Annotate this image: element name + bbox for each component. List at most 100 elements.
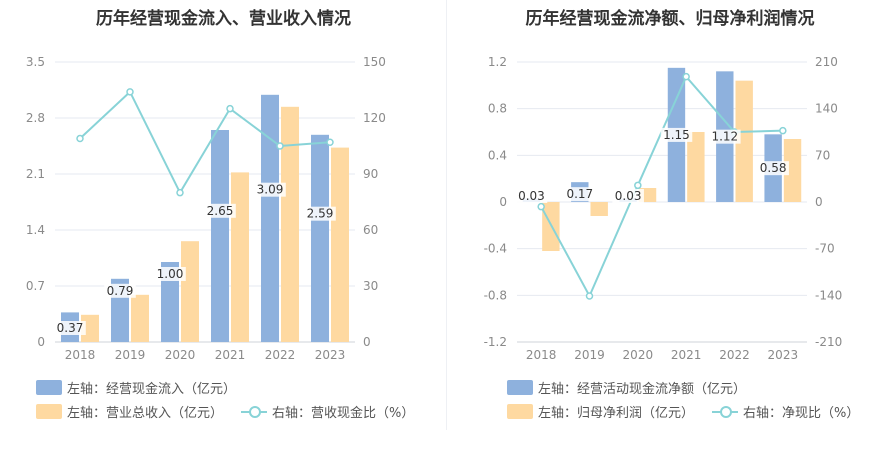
x-tick-label: 2022	[719, 348, 750, 362]
bar-primary	[161, 262, 179, 342]
legend-item[interactable]: 左轴：经营现金流入（亿元）	[36, 378, 236, 397]
y-left-tick-label: 0.8	[488, 102, 507, 116]
line-point	[585, 292, 594, 300]
line-point	[634, 181, 642, 190]
data-label-bg	[154, 267, 186, 281]
bar-secondary	[687, 132, 705, 202]
legend-item[interactable]: 左轴：营业总收入（亿元）	[36, 402, 223, 421]
y-right-tick-label: 0	[363, 335, 371, 349]
data-label: 0.03	[615, 189, 642, 203]
legend-item[interactable]: 左轴：经营活动现金流净额（亿元）	[507, 378, 746, 397]
bar-secondary	[331, 147, 349, 342]
bar-secondary	[131, 294, 149, 342]
legend-label: 右轴：净现比（%）	[743, 406, 860, 421]
x-tick-label: 2023	[768, 348, 799, 362]
x-tick-label: 2020	[165, 348, 196, 362]
data-label: 1.00	[157, 267, 184, 281]
data-label-bg	[104, 283, 136, 298]
data-label-bg	[254, 182, 286, 197]
chart-title: 历年经营现金流净额、归母净利润情况	[525, 9, 815, 29]
legend-label: 右轴：营收现金比（%）	[272, 406, 415, 421]
data-label-bg	[564, 187, 596, 202]
chart-title: 历年经营现金流入、营业收入情况	[96, 9, 351, 29]
y-right-tick-label: 70	[815, 148, 830, 162]
data-label-bg	[54, 321, 86, 335]
bar-primary	[261, 94, 279, 342]
y-right-tick-label: 210	[815, 55, 838, 69]
y-left-tick-label: 1.4	[26, 223, 45, 237]
panel-divider	[446, 0, 447, 430]
y-right-tick-label: 0	[815, 195, 823, 209]
data-label-bg	[515, 189, 548, 203]
y-right-tick-label: 140	[815, 102, 838, 116]
data-label: 0.37	[57, 321, 84, 335]
x-tick-label: 2019	[115, 348, 146, 362]
y-right-tick-label: 150	[363, 55, 386, 69]
y-left-tick-label: 0.7	[26, 279, 45, 293]
data-label: 2.65	[207, 204, 234, 218]
y-left-tick-label: 0	[37, 335, 45, 349]
line-point	[226, 104, 234, 113]
legend-item[interactable]: 左轴：归母净利润（亿元）	[507, 402, 694, 421]
y-right-tick-label: -70	[815, 242, 835, 256]
line-point	[76, 134, 84, 143]
y-left-tick-label: -0.4	[484, 242, 507, 256]
y-right-tick-label: 60	[363, 223, 378, 237]
data-label-bg	[660, 127, 693, 142]
data-label: 0.17	[566, 187, 593, 201]
line-point	[779, 126, 787, 135]
chart-legend: 左轴：经营活动现金流净额（亿元） 左轴：归母净利润（亿元） 右轴：净现比（%）	[507, 374, 887, 424]
chart-panel-left: 历年经营现金流入、营业收入情况 0 0 0.7 30 1.4 60 2.1 90 2.8 120 3…	[26, 9, 436, 424]
data-label: 0.03	[518, 189, 545, 203]
x-tick-label: 2018	[526, 348, 557, 362]
data-label-bg	[204, 203, 236, 218]
bar-primary	[211, 130, 229, 342]
data-label-bg	[757, 161, 789, 176]
y-left-tick-label: 2.8	[26, 111, 45, 125]
line-point	[537, 202, 545, 211]
x-tick-label: 2021	[215, 348, 246, 362]
y-left-tick-label: 0	[499, 195, 507, 209]
legend-row-2: 左轴：营业总收入（亿元） 右轴：营收现金比（%）	[36, 402, 414, 421]
line-point	[176, 188, 184, 197]
chart-plot: -1.2 -210 -0.8 -140 -0.4 -70 0 0 0.4 70 0.8 140 1.2 2…	[484, 55, 843, 362]
legend-line-swatch	[712, 404, 739, 419]
legend-label: 左轴：经营现金流入（亿元）	[67, 382, 237, 397]
chart-panel-right: 历年经营现金流净额、归母净利润情况 -1.2 -210 -0.8 -140 -0.4 -7…	[447, 0, 893, 458]
data-label-bg	[304, 206, 336, 221]
bar-secondary	[590, 202, 608, 216]
legend-swatch	[36, 404, 62, 419]
data-label-bg	[612, 189, 644, 203]
line-point	[682, 72, 690, 81]
legend-swatch	[507, 404, 533, 419]
line-point	[326, 138, 334, 147]
data-label: 2.59	[307, 207, 334, 221]
data-label: 3.09	[257, 183, 284, 197]
y-right-tick-label: 90	[363, 167, 378, 181]
bar-secondary	[735, 80, 753, 202]
chart-legend: 左轴：经营现金流入（亿元） 左轴：营业总收入（亿元） 右轴：营收现金比（%）	[36, 374, 436, 424]
x-tick-label: 2020	[623, 348, 654, 362]
legend-label: 左轴：营业总收入（亿元）	[67, 406, 224, 421]
legend-line-swatch	[241, 404, 268, 419]
bar-secondary	[281, 106, 299, 342]
legend-row-2: 左轴：归母净利润（亿元） 右轴：净现比（%）	[507, 402, 859, 421]
y-right-tick-label: 120	[363, 111, 386, 125]
legend-item[interactable]: 右轴：营收现金比（%）	[241, 402, 414, 421]
line-series	[79, 90, 331, 195]
data-label: 1.12	[711, 130, 738, 144]
legend-swatch	[36, 380, 62, 395]
x-tick-label: 2023	[315, 348, 346, 362]
bar-secondary	[231, 172, 249, 342]
legend-label: 左轴：归母净利润（亿元）	[538, 406, 695, 421]
chart-plot: 0 0 0.7 30 1.4 60 2.1 90 2.8 120 3.5 150 2018 2019 202…	[26, 55, 386, 362]
x-tick-label: 2021	[671, 348, 702, 362]
legend-label: 左轴：经营活动现金流净额（亿元）	[538, 382, 747, 397]
legend-item[interactable]: 右轴：净现比（%）	[712, 402, 859, 421]
y-right-tick-label: 30	[363, 279, 378, 293]
x-tick-label: 2018	[65, 348, 96, 362]
y-left-tick-label: 3.5	[26, 55, 45, 69]
line-point	[276, 142, 284, 150]
data-label-bg	[709, 129, 741, 144]
y-right-tick-label: -140	[815, 288, 842, 302]
